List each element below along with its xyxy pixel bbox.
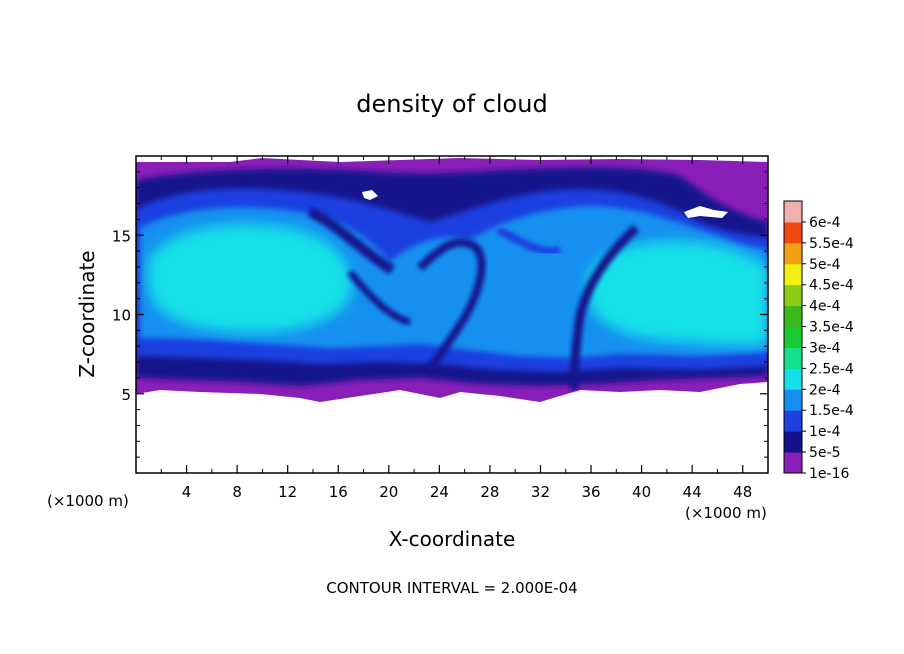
dark-streak <box>307 207 395 275</box>
contour-interval-label: CONTOUR INTERVAL = 2.000E-04 <box>326 579 577 597</box>
colorbar-swatch <box>784 431 802 453</box>
colorbar-label: 1e-4 <box>809 424 841 440</box>
x-tick-label: 44 <box>683 483 702 501</box>
x-tick-label: 24 <box>430 483 449 501</box>
cloud-gap <box>684 206 728 218</box>
colorbar-label: 4.5e-4 <box>809 278 854 294</box>
y-tick-label: 15 <box>112 227 131 245</box>
colorbar-frame <box>783 200 803 474</box>
colorbar-label: 2.5e-4 <box>809 361 854 377</box>
colorbar-swatch <box>784 263 802 286</box>
right-cloud-core <box>587 241 768 345</box>
colorbar-label: 5e-5 <box>809 445 840 461</box>
colorbar-swatch <box>784 242 802 265</box>
colorbar-label: 1.5e-4 <box>809 403 854 419</box>
colorbar-label: 1e-16 <box>809 466 849 482</box>
colorbar-swatch <box>784 410 802 432</box>
colorbar-label: 3.5e-4 <box>809 320 854 336</box>
chart-title: density of cloud <box>356 90 547 118</box>
cloud-gap <box>362 190 378 200</box>
colorbar-swatch <box>784 201 802 223</box>
x-tick-label: 16 <box>329 483 348 501</box>
y-axis-label: Z-coordinate <box>75 250 99 377</box>
colorbar-swatch <box>784 347 802 369</box>
x-tick-label: 4 <box>182 483 192 501</box>
x-tick-label: 28 <box>480 483 499 501</box>
y-tick-label: 10 <box>112 307 131 325</box>
x-tick-label: 8 <box>232 483 242 501</box>
x-axis: 4 8 12 16 20 24 28 32 36 40 44 48 <box>160 156 752 501</box>
colorbar-swatch <box>784 305 802 328</box>
colorbar-label: 5e-4 <box>809 257 841 273</box>
colorbar-swatch <box>784 389 802 411</box>
colorbar-label: 2e-4 <box>809 382 841 398</box>
colorbar-label: 3e-4 <box>809 340 841 356</box>
x-tick-label: 40 <box>632 483 651 501</box>
x-axis-label: X-coordinate <box>389 527 516 551</box>
x-tick-label: 36 <box>581 483 600 501</box>
x-unit-label-right: (×1000 m) <box>685 504 767 522</box>
x-tick-label: 20 <box>379 483 398 501</box>
left-cloud-core <box>148 224 352 333</box>
colorbar-label: 4e-4 <box>809 299 841 315</box>
colorbar-label: 5.5e-4 <box>809 236 854 252</box>
x-tick-label: 12 <box>278 483 297 501</box>
colorbar-swatch <box>784 452 802 474</box>
colorbar-swatch <box>784 284 802 307</box>
dark-streak <box>347 269 411 326</box>
x-unit-label-left: (×1000 m) <box>47 492 129 510</box>
dark-streak <box>417 238 486 375</box>
x-tick-label: 48 <box>733 483 752 501</box>
colorbar-swatch <box>784 368 802 390</box>
colorbar-swatch <box>784 326 802 348</box>
dark-streak <box>496 226 562 256</box>
colorbar-swatch <box>784 221 802 244</box>
colorbar-label: 6e-4 <box>809 215 841 231</box>
cloud-field <box>136 158 768 402</box>
dark-streak <box>569 224 640 391</box>
colorbar: 1e-16 5e-5 1e-4 1.5e-4 2e-4 2.5e-4 3e-4 3.5e-4 4… <box>783 200 854 482</box>
x-tick-label: 32 <box>531 483 550 501</box>
y-tick-label: 5 <box>121 386 131 404</box>
y-axis: 5 10 15 <box>112 171 768 458</box>
